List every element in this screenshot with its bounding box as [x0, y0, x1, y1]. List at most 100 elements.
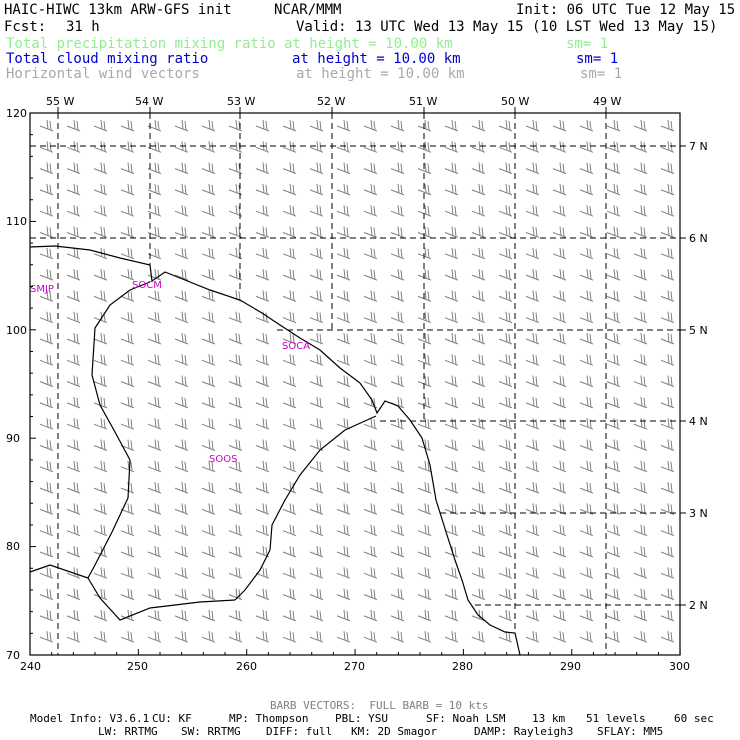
left-tick-label: 120 — [6, 107, 27, 120]
field-1-smoothing: sm= 1 — [566, 36, 609, 52]
surface-scheme: SF: Noah LSM — [426, 712, 506, 725]
wind-barb — [174, 460, 189, 473]
wind-barb — [147, 332, 162, 345]
wind-barb — [66, 609, 81, 622]
wind-barb — [93, 205, 108, 217]
wind-barb — [147, 567, 162, 579]
wind-barb — [417, 482, 432, 494]
wind-barb — [471, 418, 486, 430]
wind-barb — [39, 418, 54, 430]
wind-barb — [66, 354, 81, 366]
wind-barb — [93, 524, 108, 537]
wind-barb — [552, 482, 567, 494]
field-2-name: Total cloud mixing ratio — [6, 51, 209, 67]
wind-barb — [552, 631, 567, 643]
wind-barb — [660, 524, 675, 537]
wind-barb — [390, 141, 405, 153]
wind-barb — [228, 631, 243, 643]
wind-barb — [552, 418, 567, 430]
wind-barb — [660, 460, 675, 473]
field-1-height: at height = 10.00 km — [284, 36, 453, 52]
wind-barb — [309, 290, 324, 302]
wind-barb — [552, 524, 567, 537]
wind-barb — [363, 162, 378, 175]
lat-lon-grid — [30, 113, 680, 655]
wind-barb — [66, 311, 81, 324]
wind-barb — [39, 269, 54, 281]
wind-barb — [633, 524, 648, 537]
wind-barb — [201, 290, 216, 302]
wind-barb — [417, 354, 432, 366]
wind-barb — [444, 354, 459, 366]
wind-barb — [336, 609, 351, 622]
wind-barb — [66, 141, 81, 153]
wind-barb — [309, 119, 324, 132]
wind-barb — [471, 354, 486, 366]
pbl-scheme: PBL: YSU — [335, 712, 388, 725]
wind-barb — [282, 226, 297, 238]
top-lon-label: 52 W — [317, 95, 345, 108]
wind-barb — [336, 205, 351, 217]
wind-barb — [498, 588, 513, 601]
wind-barb — [174, 332, 189, 345]
wind-barb — [309, 226, 324, 238]
right-lat-label: 7 N — [689, 140, 708, 153]
wind-barb — [93, 332, 108, 345]
wind-barb — [39, 460, 54, 473]
wind-barb — [390, 205, 405, 217]
wind-barb — [390, 460, 405, 473]
bottom-tick-label: 300 — [669, 660, 690, 673]
wind-barb — [228, 567, 243, 579]
wind-barb — [120, 119, 135, 132]
wind-barb — [93, 162, 108, 175]
wind-barb — [174, 247, 189, 260]
wind-barb — [147, 482, 162, 494]
wind-barb — [282, 524, 297, 537]
wind-barb — [660, 269, 675, 281]
wind-barb — [174, 567, 189, 579]
wind-barb — [525, 631, 540, 643]
wind-barb — [498, 269, 513, 281]
wind-barb — [390, 119, 405, 132]
wind-barb — [471, 375, 486, 388]
wind-barb — [660, 396, 675, 409]
wind-barb — [390, 354, 405, 366]
wind-barb — [120, 396, 135, 409]
wind-barb — [66, 119, 81, 132]
wind-barb — [363, 311, 378, 324]
wind-barb — [525, 119, 540, 132]
wind-barb — [120, 311, 135, 324]
right-lat-label: 3 N — [689, 507, 708, 520]
wind-barb — [282, 567, 297, 579]
init-time: Init: 06 UTC Tue 12 May 15 — [516, 2, 736, 18]
wind-barb — [147, 460, 162, 473]
wind-barb — [309, 205, 324, 217]
wind-barb — [309, 631, 324, 643]
wind-barb — [363, 460, 378, 473]
wind-barb — [147, 269, 162, 281]
wind-barb — [255, 439, 270, 451]
wind-barb — [309, 588, 324, 601]
wind-barb — [660, 183, 675, 196]
bottom-tick-label: 270 — [344, 660, 365, 673]
wind-barb — [309, 482, 324, 494]
wind-barb — [444, 162, 459, 175]
wind-barb — [66, 418, 81, 430]
wind-barb — [147, 439, 162, 451]
wind-barb — [525, 524, 540, 537]
wind-barb — [633, 418, 648, 430]
wind-barb — [255, 141, 270, 153]
wind-barb — [336, 545, 351, 558]
wind-barb — [525, 609, 540, 622]
wind-barb — [633, 141, 648, 153]
wind-barb — [606, 439, 621, 451]
wind-barb — [66, 460, 81, 473]
wind-barb — [336, 418, 351, 430]
wind-barb — [93, 418, 108, 430]
wind-barb — [228, 609, 243, 622]
wind-barb — [444, 524, 459, 537]
wind-barb — [525, 311, 540, 324]
wind-barb — [471, 205, 486, 217]
wind-barb — [309, 418, 324, 430]
wind-barb — [525, 396, 540, 409]
